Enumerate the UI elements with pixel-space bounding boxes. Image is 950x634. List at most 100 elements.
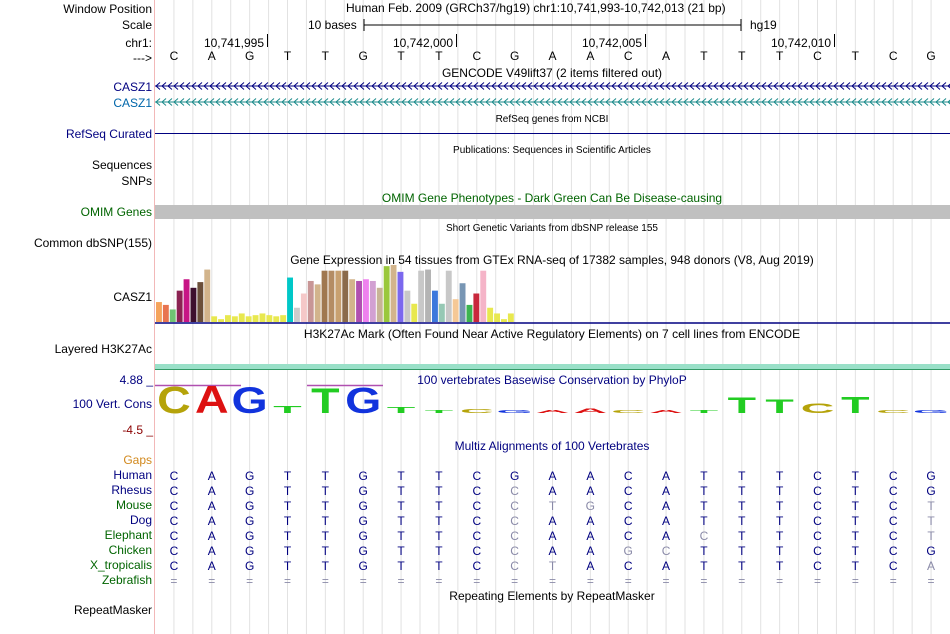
chrom-label: chr1: (125, 36, 152, 50)
phylop-base-letter: A (649, 409, 683, 414)
strand-arrow-label: ---> (133, 51, 152, 65)
alignment-base: T (775, 529, 784, 543)
gtex-tissue-bar (473, 293, 480, 322)
reference-base: C (623, 49, 633, 63)
species-label[interactable]: Zebrafish (101, 573, 152, 587)
gencode-gene-casz1-alt[interactable]: CASZ1 (113, 96, 152, 110)
alignment-base: C (169, 499, 179, 513)
dbsnp-track-label[interactable]: Common dbSNP(155) (33, 236, 152, 250)
reference-base: G (926, 49, 936, 63)
alignment-base: T (851, 544, 860, 558)
species-label[interactable]: Mouse (115, 498, 152, 512)
refseq-track-title: RefSeq genes from NCBI (495, 114, 609, 125)
sequences-track-label[interactable]: Sequences (91, 158, 152, 172)
alignment-base: T (851, 484, 860, 498)
dbsnp-track-title: Short Genetic Variants from dbSNP releas… (446, 223, 658, 234)
alignment-base: = (700, 574, 708, 588)
refseq-gene-line[interactable] (155, 133, 950, 134)
alignment-base: A (207, 484, 216, 498)
snps-track-label[interactable]: SNPs (121, 174, 152, 188)
alignment-base: C (510, 499, 519, 513)
gaps-label[interactable]: Gaps (123, 453, 152, 467)
alignment-base: A (586, 544, 595, 558)
alignment-base: T (775, 544, 784, 558)
gtex-expression-chart[interactable] (155, 265, 950, 325)
cons-track-label[interactable]: 100 Vert. Cons (72, 397, 152, 411)
gtex-tissue-bar (156, 302, 162, 322)
alignment-base: = (359, 574, 367, 588)
alignment-base: T (283, 484, 292, 498)
alignment-base: C (472, 559, 482, 573)
h3k27ac-signal[interactable] (155, 364, 950, 372)
gtex-gene-label[interactable]: CASZ1 (113, 290, 152, 304)
repeatmasker-track-label[interactable]: RepeatMasker (73, 603, 152, 617)
coord-tick-label: 10,742,010 (770, 36, 831, 50)
alignment-base: T (548, 559, 557, 573)
alignment-base: G (926, 484, 936, 498)
alignment-base: C (888, 544, 898, 558)
cons-track-title: 100 vertebrates Basewise Conservation by… (417, 373, 687, 387)
alignment-base: C (813, 484, 822, 498)
alignment-base: T (738, 469, 746, 483)
phylop-base-letter: A (536, 409, 570, 414)
omim-phenotype-bar[interactable] (155, 205, 950, 219)
alignment-base: T (700, 499, 708, 513)
phylop-base-letter: G (345, 384, 381, 416)
species-label[interactable]: Elephant (104, 528, 152, 542)
alignment-base: C (813, 469, 822, 483)
alignment-base: = (283, 574, 291, 588)
reference-base: T (775, 49, 784, 63)
alignment-base: = (170, 574, 178, 588)
alignment-base: A (548, 544, 557, 558)
species-label[interactable]: Chicken (108, 543, 152, 557)
species-label[interactable]: Human (113, 468, 152, 482)
alignment-base: C (623, 514, 633, 528)
gtex-tissue-bar (466, 304, 473, 322)
gtex-tissue-bar (501, 319, 507, 322)
gtex-tissue-bar (231, 316, 238, 322)
alignment-base: T (283, 544, 292, 558)
gtex-tissue-bar (335, 270, 342, 322)
h3k27ac-track-label[interactable]: Layered H3K27Ac (54, 342, 152, 356)
omim-track-label[interactable]: OMIM Genes (80, 205, 152, 219)
alignment-base: C (888, 529, 898, 543)
gtex-tissue-bar (238, 313, 245, 322)
alignment-base: C (888, 484, 898, 498)
alignment-base: A (927, 559, 936, 573)
gencode-transcripts[interactable] (155, 82, 950, 110)
alignment-base: C (510, 559, 519, 573)
alignment-base: T (321, 544, 330, 558)
alignment-base: A (207, 529, 216, 543)
reference-base: T (700, 49, 708, 63)
position-readout: Human Feb. 2009 (GRCh37/hg19) chr1:10,74… (346, 1, 726, 15)
reference-base: A (586, 49, 595, 63)
alignment-base: = (662, 574, 670, 588)
alignment-base: A (662, 469, 671, 483)
reference-base: G (509, 49, 520, 63)
alignment-base: T (321, 529, 330, 543)
phylop-base-letter: T (425, 409, 453, 414)
gencode-gene-casz1[interactable]: CASZ1 (113, 80, 152, 94)
alignment-base: = (321, 574, 329, 588)
alignment-base: T (738, 514, 746, 528)
alignment-base: T (775, 559, 784, 573)
alignment-base: T (321, 484, 330, 498)
alignment-base: A (586, 514, 595, 528)
alignment-base: = (397, 574, 405, 588)
gtex-tissue-bar (287, 277, 293, 322)
alignment-base: C (472, 529, 482, 543)
alignment-base: T (700, 514, 708, 528)
alignment-base: G (509, 469, 520, 483)
refseq-track-label[interactable]: RefSeq Curated (65, 127, 152, 141)
alignment-base: T (851, 469, 860, 483)
gtex-tissue-bar (294, 307, 300, 322)
species-label[interactable]: X_tropicalis (89, 558, 152, 572)
reference-base: C (888, 49, 898, 63)
species-label[interactable]: Rhesus (111, 483, 152, 497)
alignment-base: C (813, 559, 822, 573)
phylop-base-letter: G (497, 409, 533, 414)
alignment-base: A (586, 559, 595, 573)
reference-base: C (472, 49, 482, 63)
species-label[interactable]: Dog (129, 513, 152, 527)
